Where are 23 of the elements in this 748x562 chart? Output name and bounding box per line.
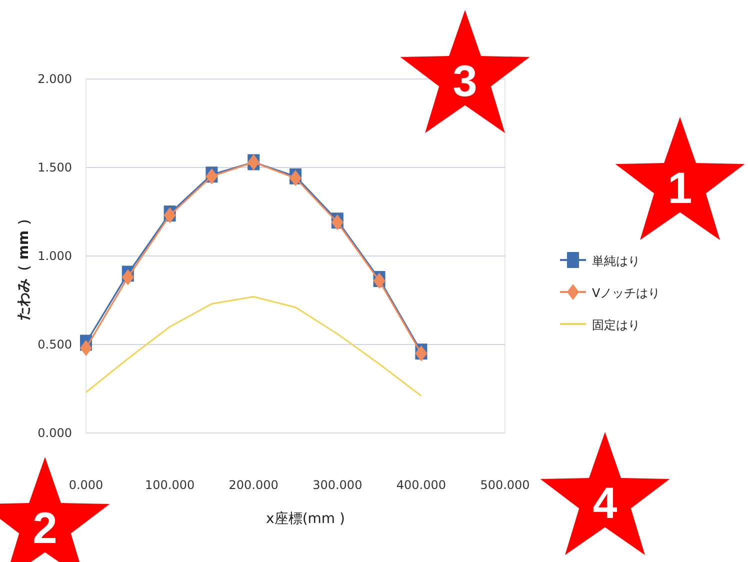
y-tick-label: 1.000 [38,249,72,263]
x-tick-label: 200.000 [228,478,278,492]
x-axis-title: x座標(mm ) [266,511,345,527]
y-tick-label: 1.500 [38,160,72,174]
point [80,340,92,356]
x-tick-label: 500.000 [480,478,530,492]
x-tick-label: 300.000 [312,478,362,492]
legend-label: 単純はり [592,254,640,268]
annotation: 3 [452,57,478,106]
y-axis-title: たわみ（ mm ） [16,212,32,320]
x-tick-label: 100.000 [144,478,195,492]
y-tick-label: 0.000 [38,426,72,440]
line-series [85,296,422,397]
point [122,269,134,286]
legend-label: 固定はり [592,318,640,332]
star-icon: 1 [615,117,745,240]
y-tick-label: 2.000 [38,72,72,86]
star-icon: 4 [540,432,670,556]
legend-label: Vノッチはり [592,286,660,300]
y-tick-label: 0.500 [38,338,72,352]
star-icon: 3 [400,10,530,134]
x-tick-label: 0.000 [68,478,104,492]
x-tick-label: 400.000 [396,478,446,492]
